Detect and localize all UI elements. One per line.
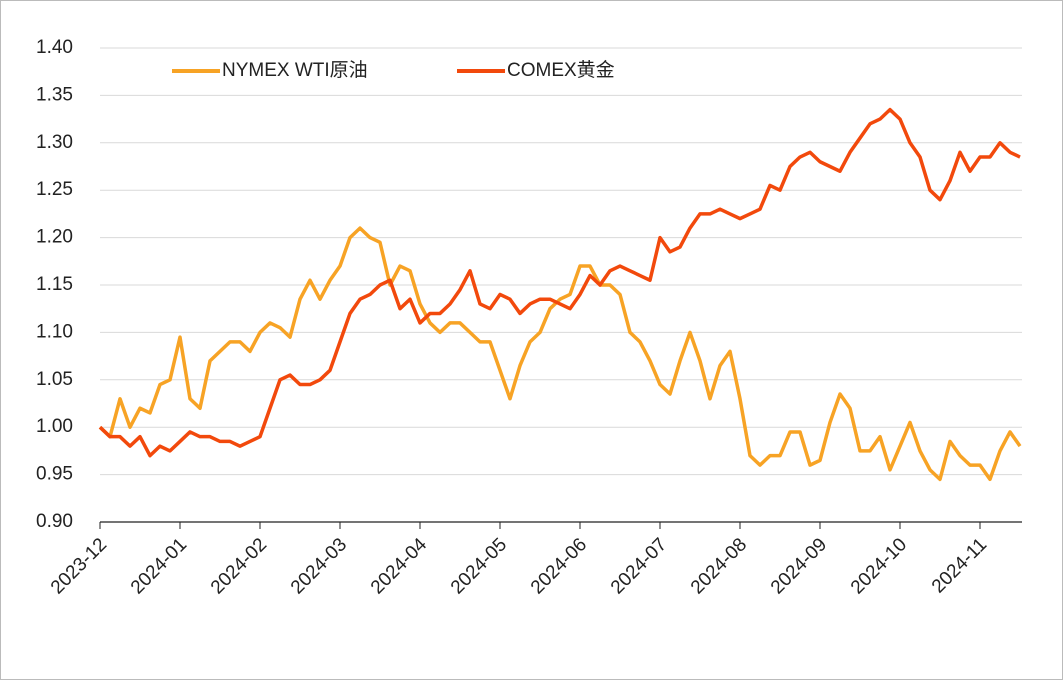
legend-label: NYMEX WTI原油 <box>222 59 368 81</box>
y-tick-label: 1.30 <box>36 132 73 153</box>
y-tick-label: 1.00 <box>36 416 73 437</box>
y-tick-label: 1.10 <box>36 321 73 342</box>
y-tick-label: 1.40 <box>36 37 73 58</box>
y-tick-label: 1.15 <box>36 274 73 295</box>
y-tick-label: 1.25 <box>36 179 73 200</box>
y-tick-label: 0.90 <box>36 511 73 532</box>
y-tick-label: 1.05 <box>36 369 73 390</box>
series-line <box>98 107 1021 458</box>
y-tick-label: 1.20 <box>36 227 73 248</box>
legend-label: COMEX黄金 <box>507 59 615 81</box>
y-tick-label: 1.35 <box>36 84 73 105</box>
series-line <box>98 226 1022 482</box>
y-tick-label: 0.95 <box>36 464 73 485</box>
